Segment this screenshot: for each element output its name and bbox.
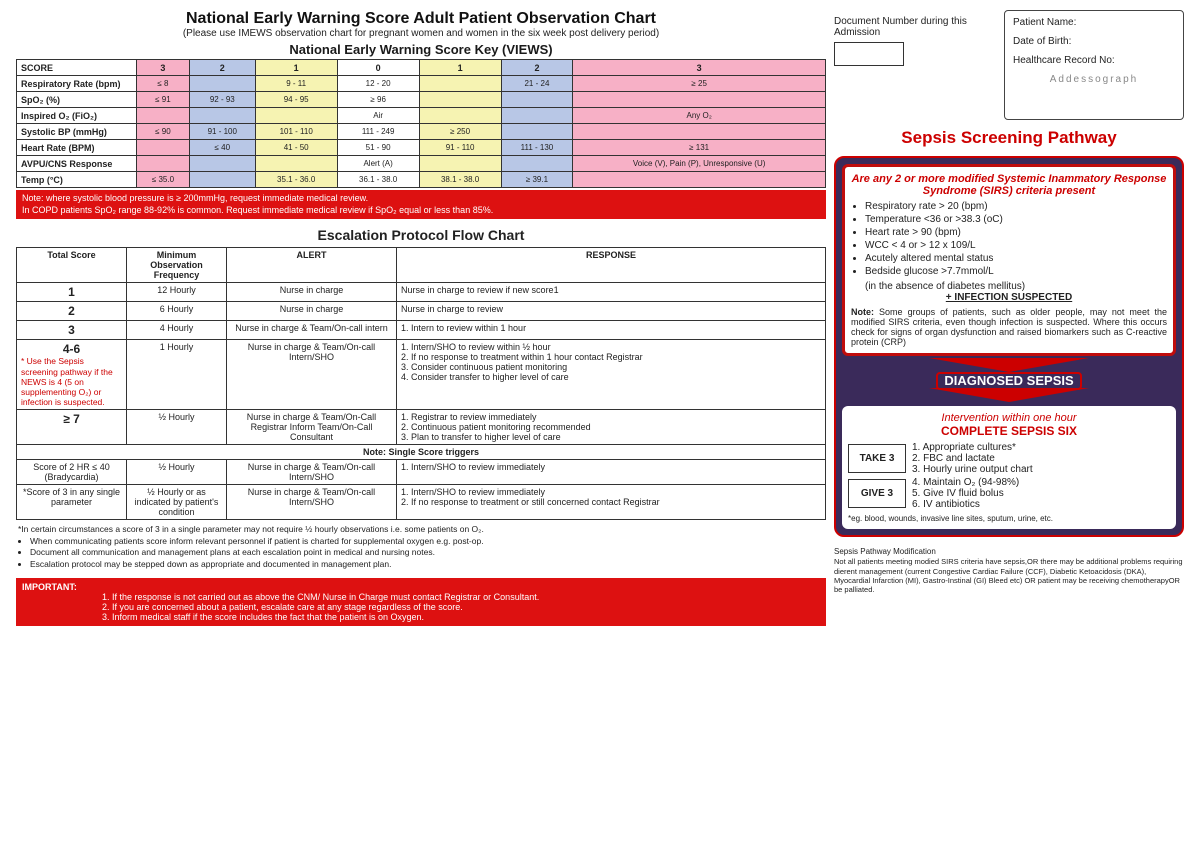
addressograph-label: Addessograph [1013, 74, 1175, 85]
patient-box: Patient Name: Date of Birth: Healthcare … [1004, 10, 1184, 120]
patient-dob-label: Date of Birth: [1013, 36, 1175, 47]
six-footnote: *eg. blood, wounds, invasive line sites,… [848, 514, 1170, 523]
six-hdr1: Intervention within one hour [848, 412, 1170, 424]
footnotes: *In certain circumstances a score of 3 i… [18, 524, 824, 570]
pathway-footnote: Sepsis Pathway Modification Not all pati… [834, 547, 1184, 595]
footnote-star: *In certain circumstances a score of 3 i… [18, 524, 824, 535]
note-red-line2: In COPD patients SpO₂ range 88-92% is co… [22, 205, 820, 217]
sepsis-six-box: Intervention within one hour COMPLETE SE… [842, 406, 1176, 529]
page-title: National Early Warning Score Adult Patie… [16, 10, 826, 28]
diagnosed-sepsis-bar: DIAGNOSED SEPSIS [842, 360, 1176, 402]
page-subtitle: (Please use IMEWS observation chart for … [16, 28, 826, 39]
sepsis-title: Sepsis Screening Pathway [834, 128, 1184, 148]
escalation-table: Total ScoreMinimum Observation Frequency… [16, 247, 826, 520]
give3-label: GIVE 3 [848, 479, 906, 508]
news-key-table: SCORE3210123Respiratory Rate (bpm)≤ 89 -… [16, 59, 826, 188]
docnum-box[interactable] [834, 42, 904, 66]
sirs-note: Note: Some groups of patients, such as o… [851, 307, 1167, 347]
note-red-line1: Note: where systolic blood pressure is ≥… [22, 193, 820, 205]
six-hdr2: COMPLETE SEPSIS SIX [848, 424, 1170, 438]
sirs-box: Are any 2 or more modified Systemic Inam… [842, 164, 1176, 356]
patient-hrn-label: Healthcare Record No: [1013, 55, 1175, 66]
sirs-header: Are any 2 or more modified Systemic Inam… [851, 173, 1167, 197]
take3-label: TAKE 3 [848, 444, 906, 473]
patient-name-label: Patient Name: [1013, 17, 1175, 28]
docnum-label: Document Number during this Admission [834, 16, 994, 38]
important-label: IMPORTANT: [22, 582, 77, 592]
escalation-heading: Escalation Protocol Flow Chart [16, 227, 826, 243]
docnum-section: Document Number during this Admission [834, 16, 994, 69]
give3-items: 4. Maintain O₂ (94-98%)5. Give IV fluid … [912, 477, 1170, 510]
take3-items: 1. Appropriate cultures*2. FBC and lacta… [912, 442, 1170, 475]
sirs-subnote: (in the absence of diabetes mellitus) [865, 281, 1167, 292]
important-box: IMPORTANT: 1. If the response is not car… [16, 578, 826, 626]
key-heading: National Early Warning Score Key (VIEWS) [16, 42, 826, 57]
sepsis-pathway-box: Are any 2 or more modified Systemic Inam… [834, 156, 1184, 537]
infection-suspected: + INFECTION SUSPECTED [851, 292, 1167, 303]
note-red: Note: where systolic blood pressure is ≥… [16, 190, 826, 219]
